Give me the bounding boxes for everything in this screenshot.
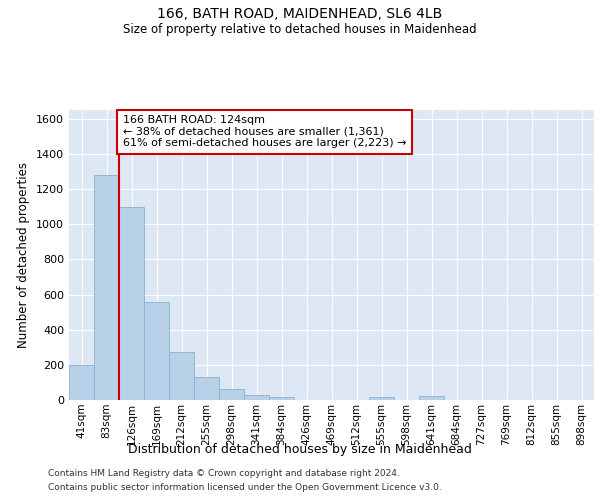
Bar: [369, 398, 394, 400]
Bar: [119, 206, 144, 400]
Y-axis label: Number of detached properties: Number of detached properties: [17, 162, 31, 348]
Text: Size of property relative to detached houses in Maidenhead: Size of property relative to detached ho…: [123, 22, 477, 36]
Bar: [194, 377, 219, 400]
Bar: [144, 302, 169, 400]
Bar: [69, 365, 94, 400]
Bar: [219, 388, 244, 400]
Bar: [244, 394, 269, 400]
Bar: [169, 352, 194, 400]
Bar: [419, 396, 444, 400]
Text: Distribution of detached houses by size in Maidenhead: Distribution of detached houses by size …: [128, 442, 472, 456]
Text: Contains public sector information licensed under the Open Government Licence v3: Contains public sector information licen…: [48, 484, 442, 492]
Text: Contains HM Land Registry data © Crown copyright and database right 2024.: Contains HM Land Registry data © Crown c…: [48, 468, 400, 477]
Bar: [94, 175, 119, 400]
Text: 166 BATH ROAD: 124sqm
← 38% of detached houses are smaller (1,361)
61% of semi-d: 166 BATH ROAD: 124sqm ← 38% of detached …: [123, 116, 406, 148]
Text: 166, BATH ROAD, MAIDENHEAD, SL6 4LB: 166, BATH ROAD, MAIDENHEAD, SL6 4LB: [157, 8, 443, 22]
Bar: [269, 398, 294, 400]
